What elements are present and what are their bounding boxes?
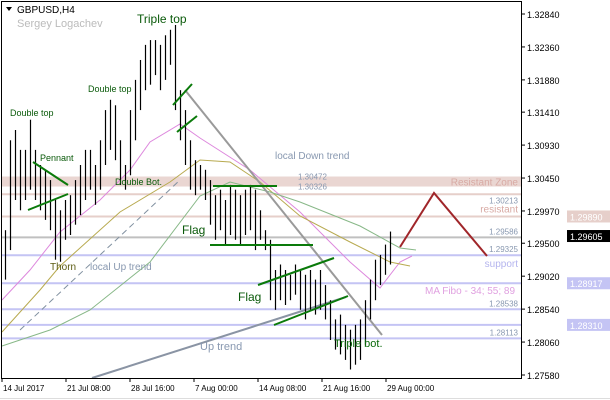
y-tick-label: 1.30450	[527, 174, 560, 184]
chart-frame	[1, 1, 522, 379]
pennant-lower-line	[27, 193, 69, 211]
label-triple-top: Triple top	[137, 12, 187, 26]
symbol-title: GBPUSD,H4	[17, 5, 75, 16]
level-price-box-label: 1.28310	[570, 321, 603, 331]
triple-top-channel-upper	[172, 83, 193, 106]
current-price-box	[567, 230, 610, 243]
resistant-zone-label: Resistant Zone	[451, 178, 519, 189]
y-tick-label: 1.29020	[527, 272, 560, 282]
zone-bottom-price: 1.30326	[298, 183, 327, 192]
x-tick-label: 28 Jul 16:00	[131, 384, 175, 393]
level-tag-support: support	[485, 259, 519, 270]
label-up-trend: Up trend	[200, 341, 242, 353]
label-double-bot: Double Bot.	[115, 177, 162, 187]
author-watermark: Sergey Logachev	[17, 18, 103, 30]
level-price-label: 1.28538	[489, 299, 518, 308]
level-tag-resistant: resistant	[480, 204, 518, 215]
y-tick-label: 1.28540	[527, 305, 560, 315]
y-tick-label: 1.32360	[527, 43, 560, 53]
level-price-label: 1.29325	[489, 245, 518, 254]
x-tick-label: 14 Aug 08:00	[259, 384, 307, 393]
y-tick-label: 1.27580	[527, 371, 560, 381]
resistant-zone-band	[2, 176, 521, 187]
local-up-trend-line	[19, 179, 181, 331]
label-ma-fibo: MA Fibo - 34; 55; 89	[425, 286, 515, 297]
label-local-down-trend: local Down trend	[275, 151, 349, 162]
level-price-box	[567, 210, 610, 223]
level-price-label: 1.28113	[490, 328, 519, 337]
level-price-box	[567, 277, 610, 290]
label-local-up-trend: local Up trend	[90, 262, 152, 273]
up-trend-line	[91, 296, 347, 379]
ma-34-line	[1, 123, 413, 301]
label-flag-1: Flag	[182, 223, 205, 237]
y-tick-label: 1.30930	[527, 141, 560, 151]
label-flag-2: Flag	[238, 290, 261, 304]
dropdown-triangle-icon[interactable]	[6, 7, 12, 11]
level-price-box-label: 1.29890	[570, 212, 603, 222]
label-thorn: Thorn	[50, 262, 76, 273]
zone-top-price: 1.30472	[298, 173, 327, 182]
label-triple-bot: Triple bot.	[334, 338, 383, 350]
x-tick-label: 21 Aug 16:00	[323, 384, 371, 393]
pattern-lines	[27, 83, 349, 326]
y-tick-label: 1.31410	[527, 108, 560, 118]
y-tick-label: 1.31880	[527, 76, 560, 86]
y-tick-label: 1.28060	[527, 338, 560, 348]
x-tick-label: 21 Jul 08:00	[67, 384, 111, 393]
down-trend-line	[184, 89, 383, 336]
triple-top-channel-lower	[176, 115, 198, 133]
label-double-top-2: Double top	[88, 84, 132, 94]
x-tick-label: 14 Jul 2017	[3, 384, 45, 393]
current-price-label: 1.29605	[570, 232, 603, 242]
y-tick-label: 1.29970	[527, 207, 560, 217]
level-price-label: 1.30213	[489, 196, 518, 205]
forecast-zigzag	[399, 191, 488, 257]
pennant-upper-line	[32, 161, 69, 186]
ma-89-line	[1, 181, 417, 347]
label-pennant: Pennant	[40, 153, 74, 163]
level-price-box-label: 1.28917	[570, 279, 603, 289]
flag-2-lower-line	[273, 295, 349, 326]
flag-2-upper-line	[257, 257, 335, 286]
level-price-label: 1.29586	[489, 227, 518, 236]
label-double-top-1: Double top	[10, 108, 54, 118]
y-tick-label: 1.32840	[527, 10, 560, 20]
y-tick-label: 1.29500	[527, 239, 560, 249]
x-tick-label: 29 Aug 00:00	[387, 384, 435, 393]
ma-55-line	[1, 159, 411, 333]
x-tick-label: 7 Aug 00:00	[195, 384, 238, 393]
level-price-box	[567, 318, 610, 331]
